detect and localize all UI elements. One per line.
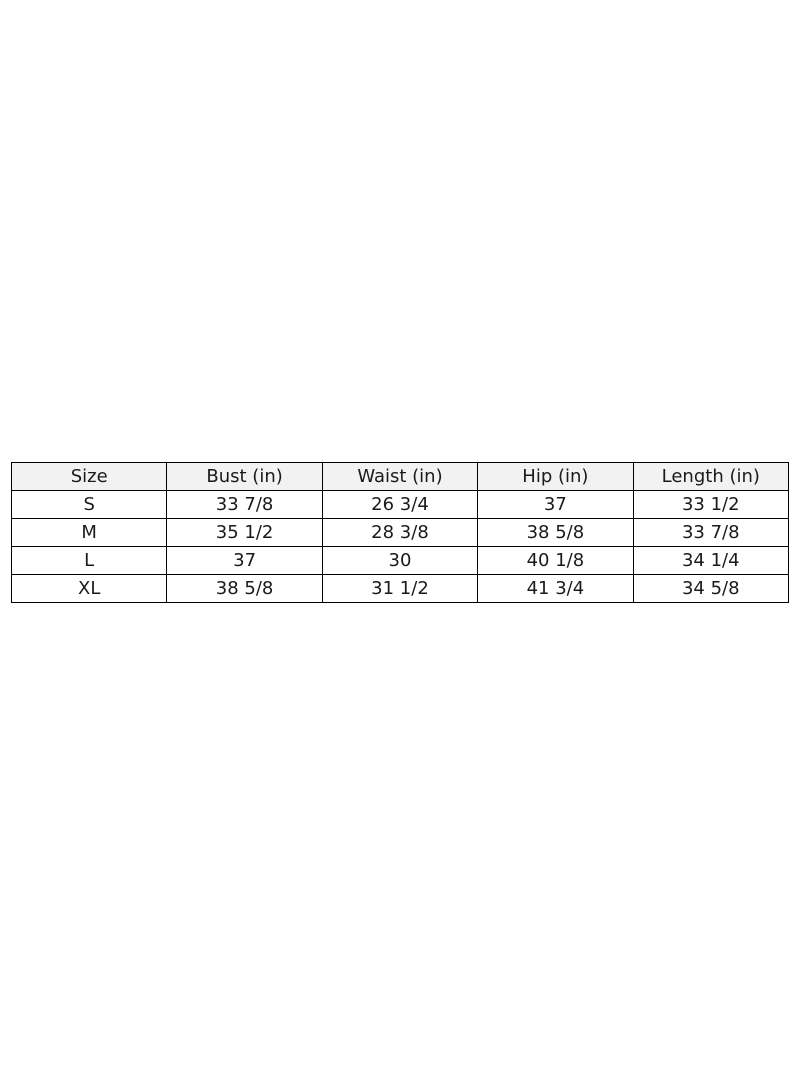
cell-hip: 38 5/8 [477, 518, 634, 547]
cell-hip: 37 [477, 490, 634, 519]
cell-waist: 28 3/8 [321, 518, 479, 547]
cell-size: M [10, 518, 168, 547]
cell-bust: 35 1/2 [166, 518, 323, 547]
cell-length: 33 7/8 [632, 518, 790, 547]
header-hip: Hip (in) [477, 462, 634, 491]
header-bust: Bust (in) [166, 462, 323, 491]
cell-bust: 38 5/8 [166, 574, 323, 603]
table-row: L 37 30 40 1/8 34 1/4 [10, 546, 790, 575]
table-row: M 35 1/2 28 3/8 38 5/8 33 7/8 [10, 518, 790, 547]
cell-size: XL [10, 574, 168, 603]
cell-size: L [10, 546, 168, 575]
size-chart-table: Size Bust (in) Waist (in) Hip (in) Lengt… [10, 462, 790, 603]
cell-length: 33 1/2 [632, 490, 790, 519]
cell-length: 34 1/4 [632, 546, 790, 575]
cell-bust: 33 7/8 [166, 490, 323, 519]
header-waist: Waist (in) [321, 462, 479, 491]
table-row: XL 38 5/8 31 1/2 41 3/4 34 5/8 [10, 574, 790, 603]
header-length: Length (in) [632, 462, 790, 491]
cell-waist: 30 [321, 546, 479, 575]
cell-hip: 41 3/4 [477, 574, 634, 603]
table-header-row: Size Bust (in) Waist (in) Hip (in) Lengt… [10, 462, 790, 491]
header-size: Size [10, 462, 168, 491]
cell-hip: 40 1/8 [477, 546, 634, 575]
cell-waist: 26 3/4 [321, 490, 479, 519]
table-row: S 33 7/8 26 3/4 37 33 1/2 [10, 490, 790, 519]
cell-bust: 37 [166, 546, 323, 575]
cell-length: 34 5/8 [632, 574, 790, 603]
cell-waist: 31 1/2 [321, 574, 479, 603]
cell-size: S [10, 490, 168, 519]
